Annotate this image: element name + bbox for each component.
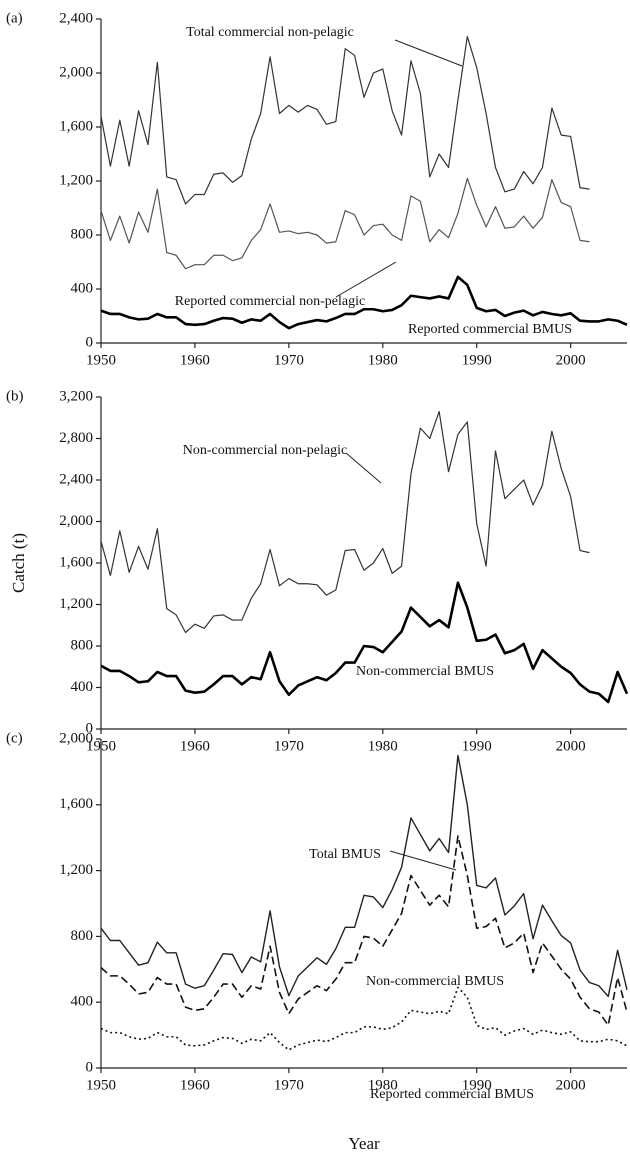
series-line [100, 177, 590, 270]
x-tick-label: 1970 [274, 738, 304, 754]
y-tick-label: 2,800 [59, 430, 93, 446]
x-tick-label: 1980 [368, 352, 398, 368]
series-line [100, 410, 590, 634]
x-tick-label: 1970 [274, 1077, 304, 1093]
series-line [100, 754, 628, 998]
leader-line [389, 850, 457, 871]
y-tick-label: 800 [71, 637, 94, 653]
y-tick-label: 1,200 [59, 172, 93, 188]
annotation: Reported commercial BMUS [408, 322, 572, 337]
y-tick-label: 2,000 [59, 730, 93, 746]
x-tick-label: 1990 [462, 738, 492, 754]
y-tick-label: 400 [71, 280, 94, 296]
y-axis-label: Catch (t) [9, 533, 28, 593]
annotation: Reported commercial BMUS [370, 1087, 534, 1102]
y-tick-label: 1,200 [59, 862, 93, 878]
y-tick-label: 0 [86, 1059, 94, 1075]
y-tick-label: 1,600 [59, 796, 93, 812]
y-tick-label: 400 [71, 679, 94, 695]
x-tick-label: 1980 [368, 1077, 398, 1093]
y-tick-label: 1,200 [59, 596, 93, 612]
y-tick-label: 800 [71, 928, 94, 944]
annotation: Total commercial non-pelagic [186, 25, 354, 40]
y-tick-label: 1,600 [59, 554, 93, 570]
panel-label: (c) [6, 730, 23, 746]
leader-line [394, 39, 463, 67]
panel-label: (b) [6, 388, 24, 404]
annotation: Non-commercial BMUS [366, 974, 504, 989]
y-tick-label: 2,000 [59, 64, 93, 80]
x-tick-label: 1970 [274, 352, 304, 368]
x-tick-label: 2000 [556, 352, 586, 368]
annotation: Total BMUS [309, 847, 381, 862]
x-tick-label: 1960 [180, 352, 210, 368]
x-tick-label: 2000 [556, 738, 586, 754]
y-tick-label: 3,200 [59, 388, 93, 404]
y-tick-label: 0 [86, 334, 94, 350]
panel-label: (a) [6, 10, 23, 26]
leader-line [345, 452, 382, 484]
series-line [100, 835, 628, 1027]
y-tick-label: 2,400 [59, 471, 93, 487]
x-tick-label: 1950 [86, 1077, 116, 1093]
y-tick-label: 2,000 [59, 513, 93, 529]
x-tick-label: 1960 [180, 738, 210, 754]
annotation: Non-commercial BMUS [356, 664, 494, 679]
y-tick-label: 800 [71, 226, 94, 242]
y-tick-label: 0 [86, 720, 94, 736]
annotation: Reported commercial non-pelagic [175, 294, 365, 309]
x-tick-label: 1960 [180, 1077, 210, 1093]
series-line [100, 35, 590, 205]
series-line [100, 275, 628, 330]
x-tick-label: 1990 [462, 352, 492, 368]
series-line [100, 581, 629, 704]
y-tick-label: 400 [71, 994, 94, 1010]
x-tick-label: 1950 [86, 352, 116, 368]
x-axis-label: Year [348, 1134, 380, 1153]
y-tick-label: 2,400 [59, 10, 93, 26]
y-tick-label: 1,600 [59, 118, 93, 134]
leader-line [335, 261, 397, 298]
annotation: Non-commercial non-pelagic [183, 443, 347, 458]
x-tick-label: 1980 [368, 738, 398, 754]
x-tick-label: 2000 [556, 1077, 586, 1093]
series-line [100, 986, 628, 1051]
x-tick-label: 1990 [462, 1077, 492, 1093]
